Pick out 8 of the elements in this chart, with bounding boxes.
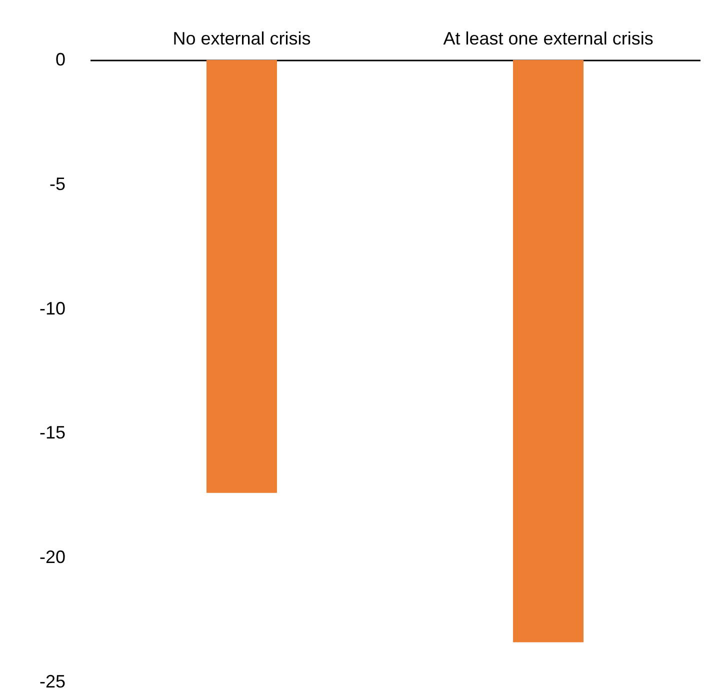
y-tick-label: -10: [39, 298, 66, 318]
x-tick-label: No external crisis: [172, 28, 311, 48]
y-tick-label: -25: [39, 672, 66, 692]
y-tick-label: -15: [39, 422, 66, 443]
y-tick-label: -5: [49, 174, 66, 194]
y-tick-label: -20: [39, 547, 66, 568]
y-tick-label: 0: [55, 50, 66, 70]
x-tick-label: At least one external crisis: [443, 28, 654, 48]
